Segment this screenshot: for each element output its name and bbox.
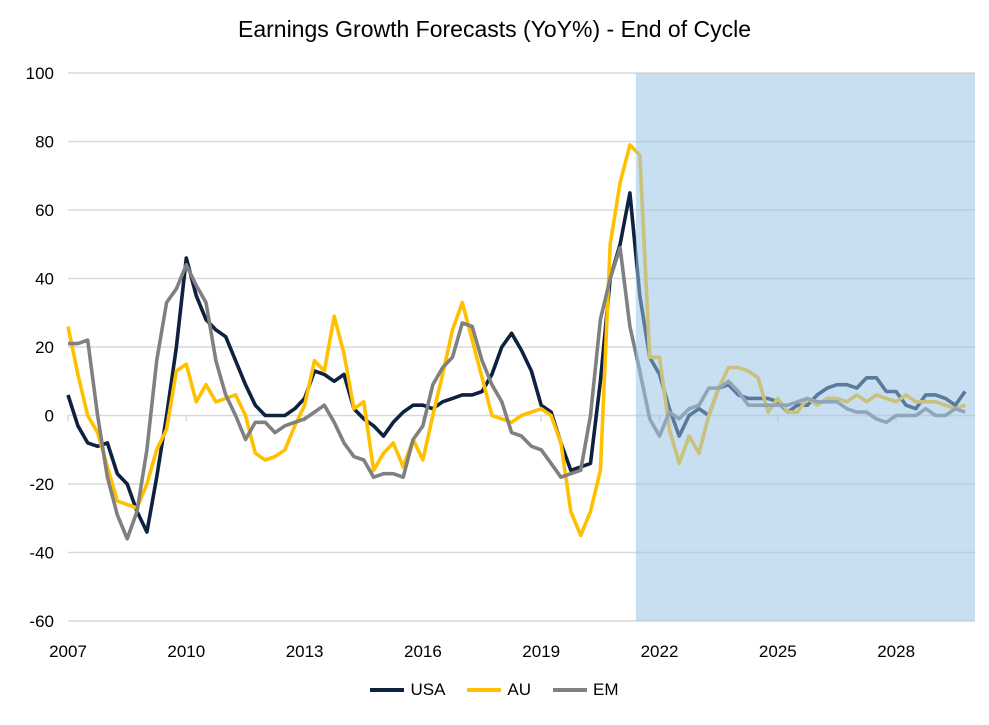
legend-swatch xyxy=(467,688,502,692)
x-tick-label: 2019 xyxy=(522,642,560,661)
legend-swatch xyxy=(370,688,405,692)
legend-item-em: EM xyxy=(553,680,619,700)
x-tick-label: 2016 xyxy=(404,642,442,661)
y-tick-label: 60 xyxy=(35,201,54,220)
legend-item-au: AU xyxy=(467,680,531,700)
y-tick-label: -60 xyxy=(29,612,54,631)
y-tick-label: 100 xyxy=(26,64,54,83)
x-tick-label: 2013 xyxy=(286,642,324,661)
y-tick-label: -20 xyxy=(29,475,54,494)
y-tick-label: 20 xyxy=(35,338,54,357)
y-tick-label: 0 xyxy=(45,407,54,426)
y-tick-label: -40 xyxy=(29,544,54,563)
x-tick-label: 2022 xyxy=(641,642,679,661)
legend: USA AU EM xyxy=(0,680,989,700)
y-tick-label: 40 xyxy=(35,270,54,289)
chart-title: Earnings Growth Forecasts (YoY%) - End o… xyxy=(237,16,752,42)
legend-label: EM xyxy=(593,680,619,699)
legend-label: AU xyxy=(507,680,532,699)
y-tick-label: 80 xyxy=(35,133,54,152)
x-tick-label: 2007 xyxy=(49,642,87,661)
legend-label: USA xyxy=(410,680,446,699)
legend-swatch xyxy=(553,688,588,692)
x-tick-label: 2010 xyxy=(167,642,205,661)
x-tick-label: 2028 xyxy=(877,642,915,661)
forecast-shading xyxy=(635,73,975,621)
x-tick-label: 2025 xyxy=(759,642,797,661)
legend-item-usa: USA xyxy=(370,680,445,700)
